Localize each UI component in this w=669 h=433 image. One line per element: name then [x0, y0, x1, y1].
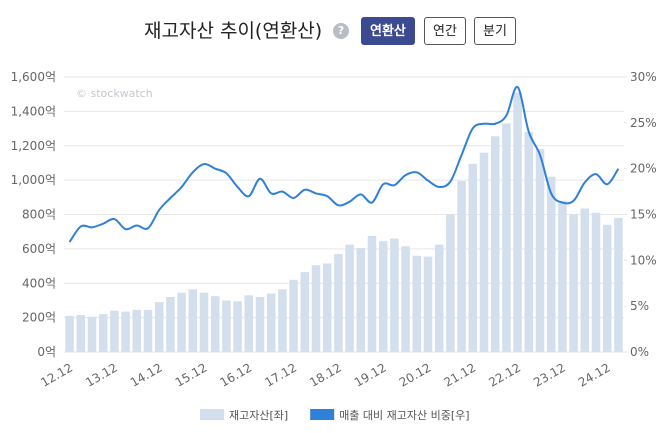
legend-swatch	[310, 409, 335, 420]
bar	[255, 297, 265, 352]
bar	[222, 300, 231, 352]
bar	[210, 296, 220, 352]
y-tick-label: 1,400억	[11, 104, 56, 118]
bar	[356, 248, 366, 352]
bar	[569, 214, 578, 352]
bar	[289, 279, 298, 352]
bar	[322, 263, 332, 352]
x-tick-label: 17.12	[262, 360, 299, 389]
x-tick-label: 22.12	[486, 360, 523, 389]
x-tick-label: 20.12	[397, 360, 434, 389]
y-tick-label: 800억	[22, 208, 56, 222]
legend-label: 재고자산[좌]	[229, 409, 288, 422]
y-tick-label: 1,200억	[11, 139, 56, 153]
period-button[interactable]: 분기	[474, 17, 516, 45]
x-tick-label: 23.12	[531, 360, 568, 389]
x-tick-label: 14.12	[128, 360, 165, 389]
legend-swatch	[200, 409, 224, 420]
y-tick-label: 1,600억	[11, 70, 56, 84]
y-tick-label: 600억	[22, 242, 56, 256]
bar	[535, 149, 545, 352]
x-tick-label: 18.12	[307, 360, 344, 389]
bar	[121, 311, 130, 352]
watermark: © stockwatch	[76, 87, 153, 100]
y2-tick-label: 10%	[630, 253, 657, 267]
bar	[65, 315, 74, 352]
bar	[468, 163, 478, 352]
bar	[300, 272, 310, 352]
bar	[457, 180, 466, 352]
bar	[233, 301, 242, 352]
x-tick-label: 12.12	[38, 360, 75, 389]
y2-tick-label: 20%	[630, 162, 657, 176]
bar	[591, 212, 601, 352]
help-icon[interactable]: ?	[333, 23, 349, 39]
bar	[546, 176, 556, 352]
x-tick-label: 13.12	[83, 360, 120, 389]
bar	[110, 310, 119, 352]
x-tick-label: 16.12	[218, 360, 255, 389]
bar	[513, 92, 522, 352]
bar	[502, 123, 511, 352]
bar	[367, 235, 377, 352]
bar	[244, 295, 254, 352]
y2-tick-label: 15%	[630, 208, 657, 222]
bar	[143, 309, 153, 352]
bar	[524, 132, 534, 352]
y2-tick-label: 30%	[630, 70, 657, 84]
x-tick-label: 19.12	[352, 360, 389, 389]
bar	[345, 244, 354, 352]
y2-tick-label: 0%	[630, 345, 649, 359]
bar	[490, 136, 500, 352]
y-tick-label: 1,000억	[11, 173, 56, 187]
bar	[434, 244, 444, 352]
bar	[423, 256, 433, 352]
legend-label: 매출 대비 재고자산 비중[우]	[339, 409, 469, 422]
bar	[558, 200, 567, 352]
y2-tick-label: 25%	[630, 116, 657, 130]
bar	[132, 309, 142, 352]
bar	[266, 293, 276, 352]
bar	[412, 255, 422, 352]
x-tick-label: 21.12	[442, 360, 479, 389]
y-tick-label: 200억	[22, 311, 56, 325]
bar	[334, 254, 343, 352]
period-button[interactable]: 연간	[424, 17, 466, 45]
y-tick-label: 400억	[22, 276, 56, 290]
period-button[interactable]: 연환산	[361, 17, 415, 45]
x-tick-label: 24.12	[576, 360, 613, 389]
bar	[98, 314, 108, 352]
chart-title: 재고자산 추이(연환산)	[144, 20, 323, 42]
bar	[311, 265, 321, 352]
bar	[76, 315, 86, 352]
bar	[614, 217, 623, 352]
y2-tick-label: 5%	[630, 299, 649, 313]
bar	[154, 302, 164, 352]
bar	[188, 289, 198, 352]
bar	[602, 224, 612, 352]
line	[68, 86, 620, 243]
bar	[580, 208, 590, 352]
bar	[479, 152, 489, 352]
bar	[446, 214, 455, 352]
bar	[390, 238, 399, 352]
bar	[177, 292, 186, 352]
bar	[87, 316, 97, 352]
x-tick-label: 15.12	[173, 360, 210, 389]
bar	[199, 292, 209, 352]
y-tick-label: 0억	[37, 345, 56, 359]
bar	[166, 297, 175, 352]
bar	[278, 289, 287, 352]
bar	[378, 241, 388, 352]
bar	[401, 246, 410, 352]
